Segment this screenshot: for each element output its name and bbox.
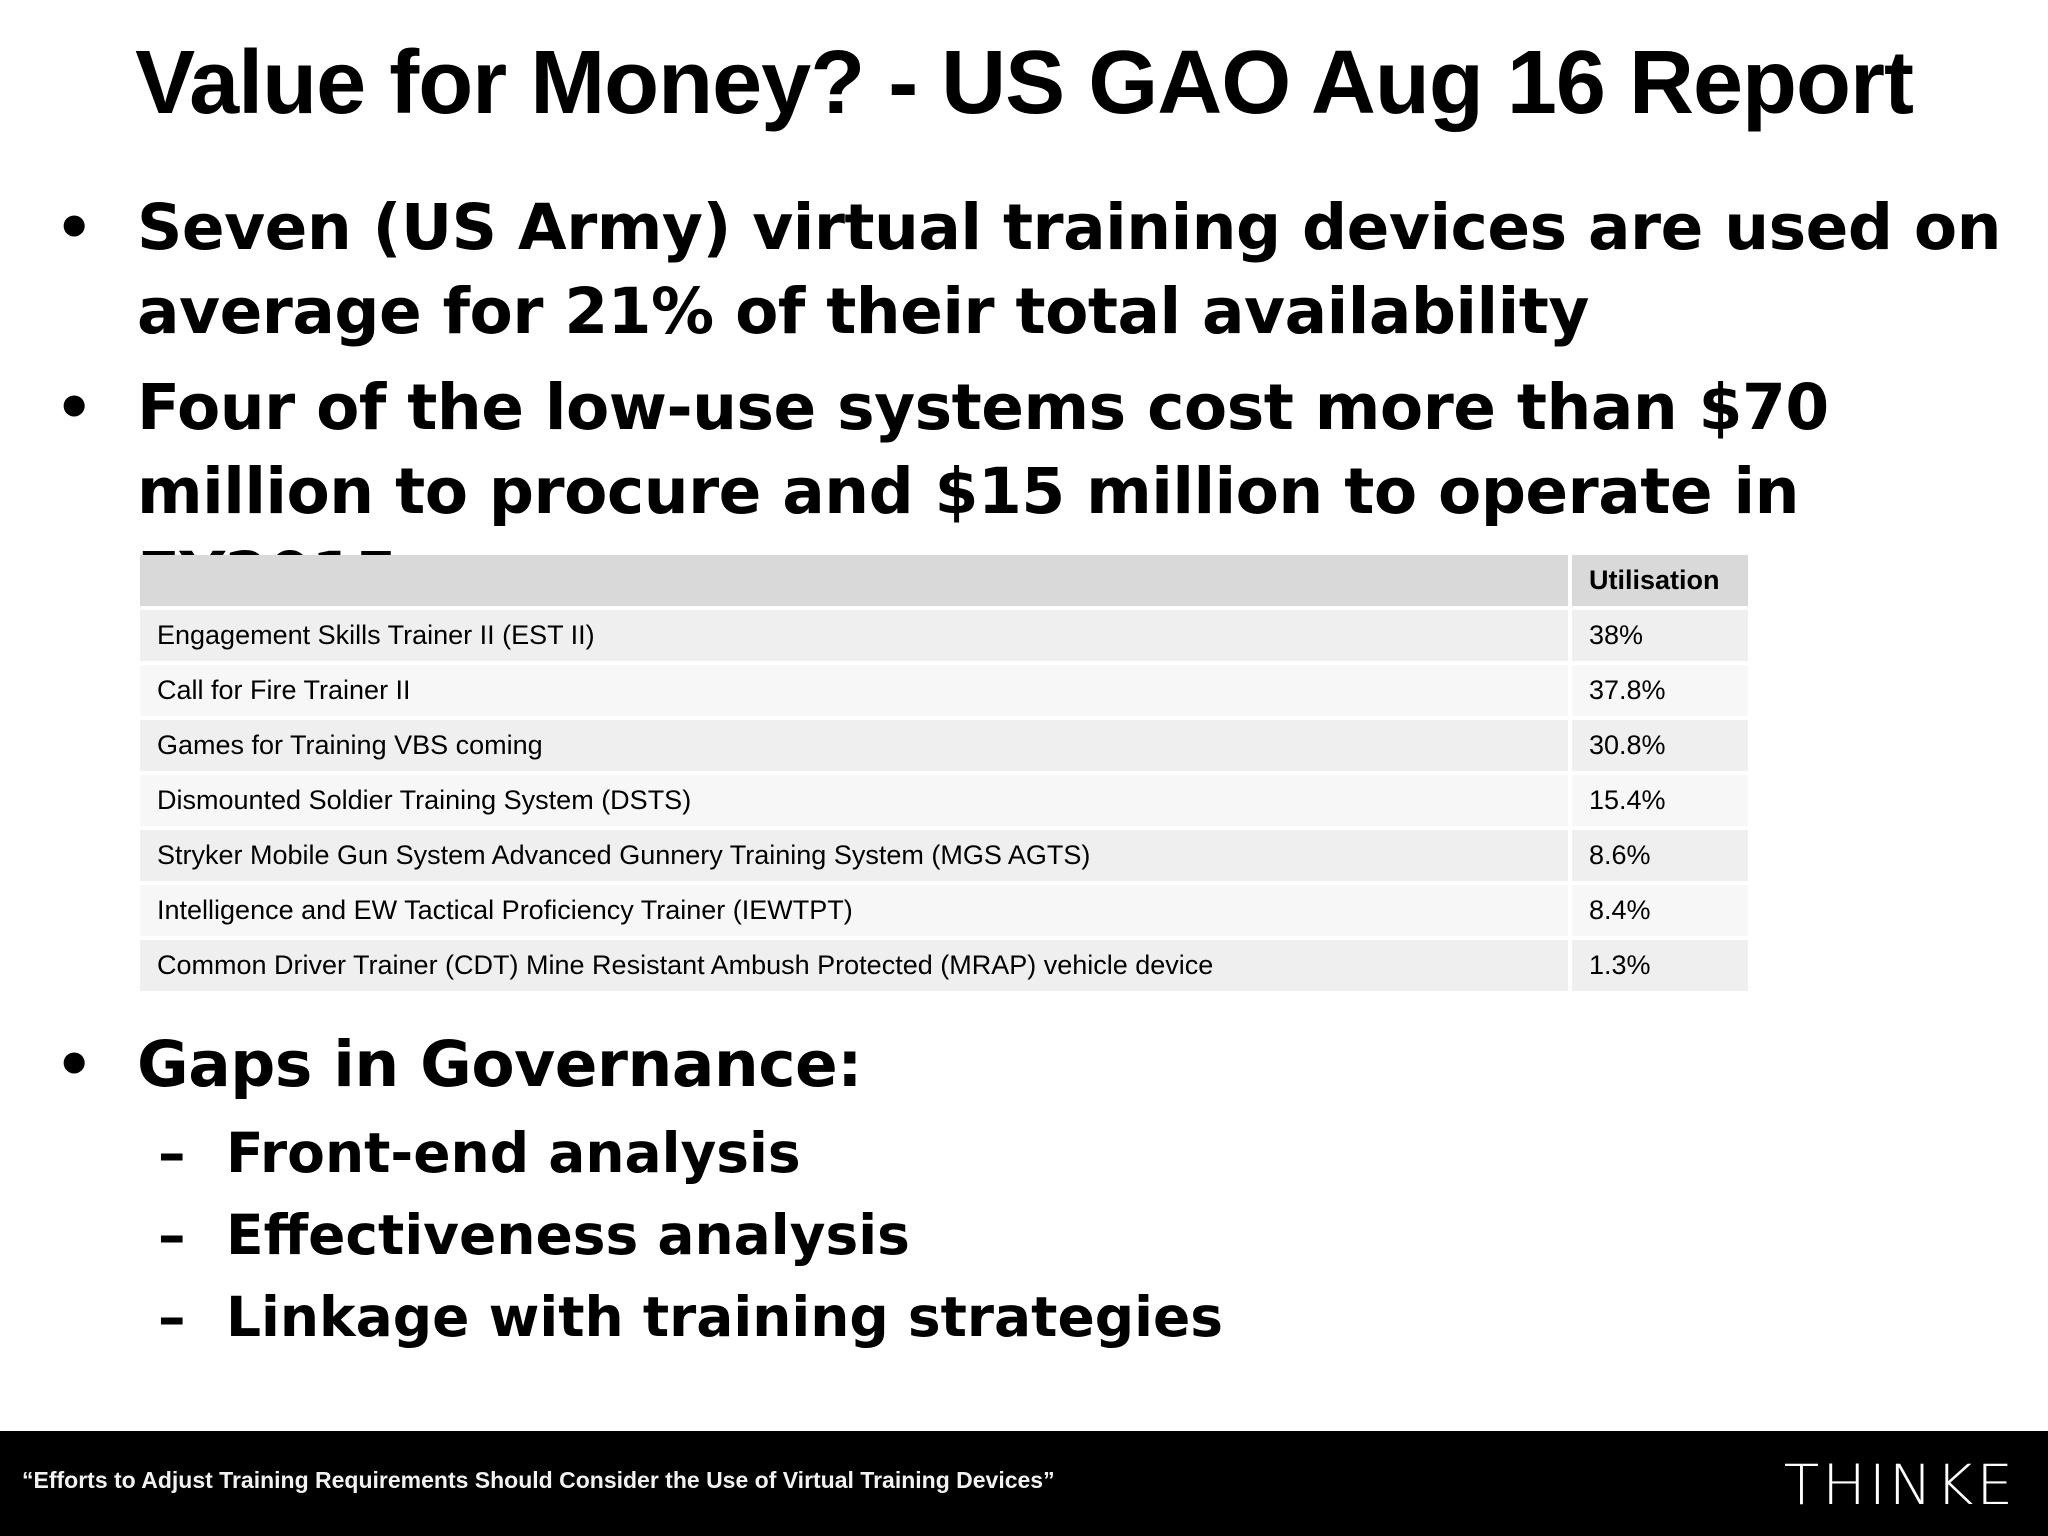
table-row: Games for Training VBS coming 30.8%	[140, 720, 1748, 771]
utilisation-value: 8.6%	[1572, 830, 1748, 881]
utilisation-value: 8.4%	[1572, 885, 1748, 936]
utilisation-column-header: Utilisation	[1572, 555, 1748, 606]
bullet-text: Four of the low-use systems cost more th…	[137, 371, 1829, 612]
bullet-text: Seven (US Army) virtual training devices…	[137, 191, 2002, 348]
bullet-cost: • Four of the low-use systems cost more …	[55, 366, 2005, 618]
utilisation-value: 37.8%	[1572, 665, 1748, 716]
table-row: Engagement Skills Trainer II (EST II) 38…	[140, 610, 1748, 661]
sub-bullet-linkage: – Linkage with training strategies	[158, 1282, 1223, 1352]
table-row: Intelligence and EW Tactical Proficiency…	[140, 885, 1748, 936]
device-name: Call for Fire Trainer II	[140, 665, 1568, 716]
device-name: Common Driver Trainer (CDT) Mine Resista…	[140, 940, 1568, 991]
dash-icon: –	[158, 1285, 186, 1349]
device-name: Stryker Mobile Gun System Advanced Gunne…	[140, 830, 1568, 881]
utilisation-value: 15.4%	[1572, 775, 1748, 826]
brand-logo: THINKE	[1783, 1452, 2016, 1518]
utilisation-value: 38%	[1572, 610, 1748, 661]
device-name: Intelligence and EW Tactical Proficiency…	[140, 885, 1568, 936]
utilisation-value: 1.3%	[1572, 940, 1748, 991]
device-name: Games for Training VBS coming	[140, 720, 1568, 771]
bullet-text: Gaps in Governance:	[137, 1028, 862, 1101]
bullet-governance: • Gaps in Governance:	[55, 1023, 2005, 1107]
table-row: Common Driver Trainer (CDT) Mine Resista…	[140, 940, 1748, 991]
sub-bullet-front-end: – Front-end analysis	[158, 1118, 801, 1188]
table-row: Stryker Mobile Gun System Advanced Gunne…	[140, 830, 1748, 881]
slide-title: Value for Money? - US GAO Aug 16 Report	[135, 33, 1914, 133]
device-name: Dismounted Soldier Training System (DSTS…	[140, 775, 1568, 826]
sub-bullet-text: Front-end analysis	[226, 1121, 801, 1185]
bullet-dot-icon: •	[55, 1030, 93, 1100]
bullet-utilisation: • Seven (US Army) virtual training devic…	[55, 186, 2005, 354]
sub-bullet-text: Effectiveness analysis	[226, 1203, 910, 1267]
device-name: Engagement Skills Trainer II (EST II)	[140, 610, 1568, 661]
bullet-dot-icon: •	[55, 373, 93, 443]
bullet-dot-icon: •	[55, 193, 93, 263]
utilisation-table: Utilisation Engagement Skills Trainer II…	[136, 551, 1752, 995]
utilisation-value: 30.8%	[1572, 720, 1748, 771]
sub-bullet-text: Linkage with training strategies	[226, 1285, 1224, 1349]
table-row: Call for Fire Trainer II 37.8%	[140, 665, 1748, 716]
dash-icon: –	[158, 1121, 186, 1185]
footer-quote: “Efforts to Adjust Training Requirements…	[22, 1467, 1055, 1493]
footer-bar: “Efforts to Adjust Training Requirements…	[0, 1431, 2048, 1536]
sub-bullet-effectiveness: – Effectiveness analysis	[158, 1200, 910, 1270]
device-column-header	[140, 555, 1568, 606]
dash-icon: –	[158, 1203, 186, 1267]
table-row: Dismounted Soldier Training System (DSTS…	[140, 775, 1748, 826]
table-header-row: Utilisation	[140, 555, 1748, 606]
